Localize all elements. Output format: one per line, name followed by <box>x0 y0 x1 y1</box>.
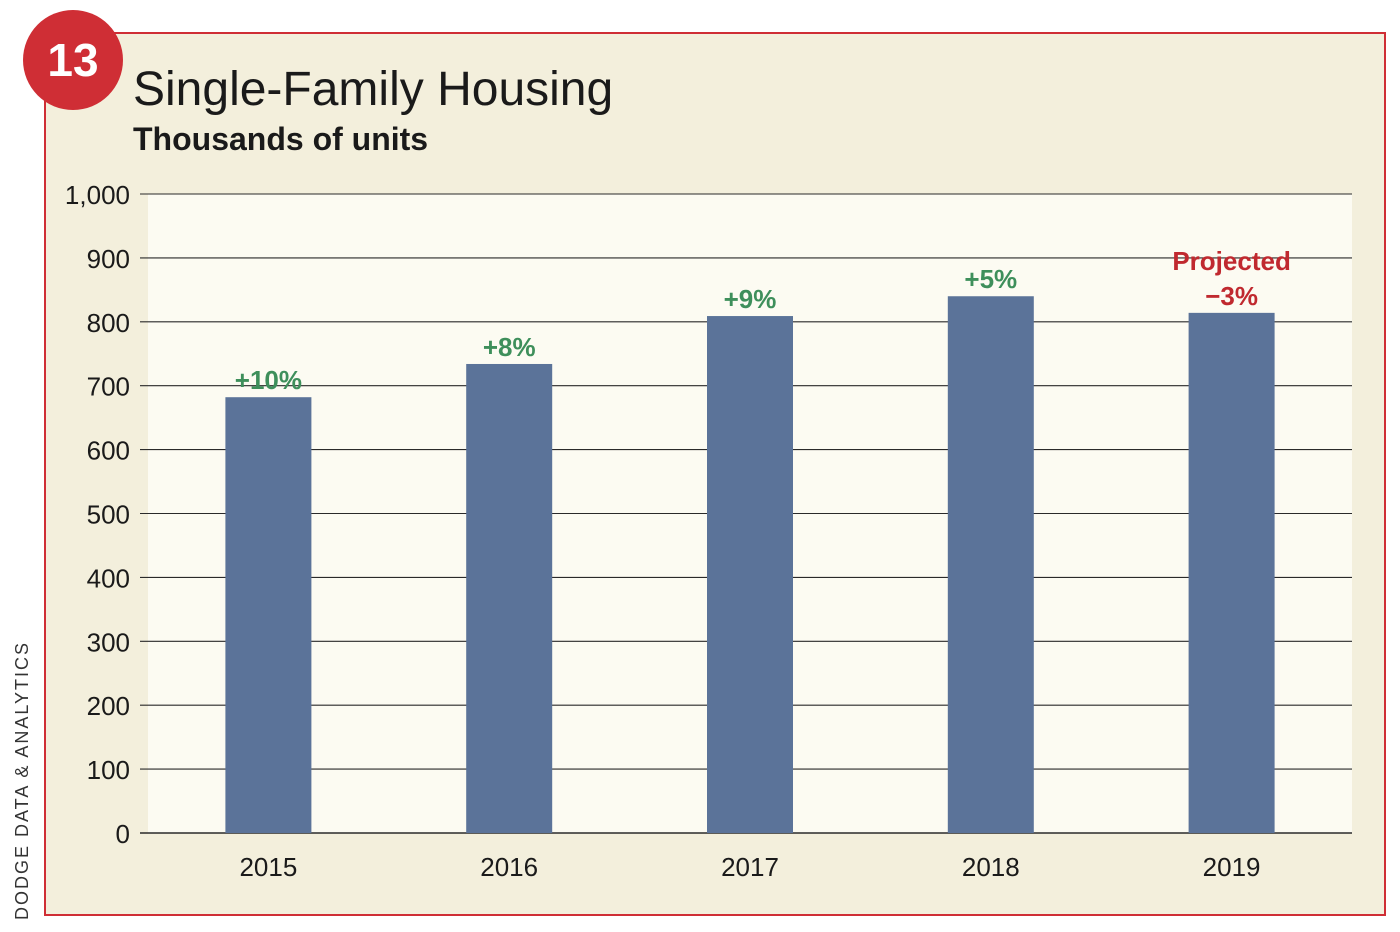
y-tick-label: 800 <box>87 308 130 338</box>
data-label: +5% <box>964 264 1017 294</box>
y-tick-label: 200 <box>87 691 130 721</box>
data-label: +10% <box>235 365 302 395</box>
y-tick-label: 0 <box>116 819 130 849</box>
x-tick-label: 2017 <box>721 852 779 882</box>
y-tick-label: 1,000 <box>65 180 130 210</box>
x-tick-label: 2016 <box>480 852 538 882</box>
y-tick-label: 700 <box>87 372 130 402</box>
data-label: Projected <box>1172 246 1291 276</box>
chart-subtitle: Thousands of units <box>133 121 429 157</box>
y-tick-label: 400 <box>87 563 130 593</box>
y-tick-label: 100 <box>87 755 130 785</box>
y-tick-label: 500 <box>87 500 130 530</box>
x-tick-label: 2019 <box>1203 852 1261 882</box>
bar-2018 <box>947 296 1034 833</box>
y-tick-label: 600 <box>87 436 130 466</box>
chart-title: Single-Family Housing <box>133 63 614 116</box>
x-tick-label: 2015 <box>239 852 297 882</box>
x-tick-label: 2018 <box>962 852 1020 882</box>
bar-2017 <box>707 316 793 833</box>
data-label: +8% <box>483 332 536 362</box>
chart-number-badge: 13 <box>23 10 123 110</box>
bar-2016 <box>466 363 553 833</box>
bar-2015 <box>225 397 312 833</box>
y-tick-label: 300 <box>87 627 130 657</box>
y-tick-label: 900 <box>87 244 130 274</box>
data-label: +9% <box>724 284 777 314</box>
chart-number: 13 <box>47 34 99 86</box>
data-label: −3% <box>1205 281 1258 311</box>
bar-2019 <box>1188 312 1275 833</box>
